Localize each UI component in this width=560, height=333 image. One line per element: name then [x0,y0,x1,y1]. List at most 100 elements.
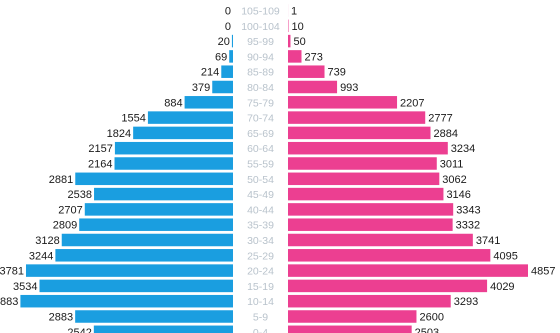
age-group-label: 70-74 [247,113,274,125]
age-group-label: 65-69 [247,128,274,140]
right-value-label: 3741 [476,235,500,247]
left-value-label: 2538 [68,189,92,201]
left-value-label: 379 [192,82,210,94]
left-value-label: 884 [164,97,182,109]
age-group-label: 45-49 [247,189,274,201]
left-bar-20-24 [25,264,233,277]
left-value-label: 1554 [121,113,145,125]
age-group-label: 50-54 [247,174,274,186]
age-group-label: 10-14 [247,296,274,308]
right-value-label: 2777 [428,113,452,125]
age-group-label: 35-39 [247,220,274,232]
left-value-label: 3883 [0,296,18,308]
left-bar-5-9 [75,310,233,323]
age-group-label: 85-89 [247,67,274,79]
left-value-label: 2707 [58,204,82,216]
left-bar-80-84 [212,80,233,94]
age-group-label: 105-109 [241,6,280,18]
age-group-label: 30-34 [247,235,274,247]
right-value-label: 3062 [442,174,466,186]
age-group-label: 75-79 [247,97,274,109]
right-bar-65-69 [288,126,431,140]
right-value-label: 2207 [400,97,424,109]
right-bar-70-74 [288,111,426,124]
left-value-label: 2809 [53,220,77,232]
left-bar-30-34 [61,233,233,247]
left-bar-0-4 [93,325,233,333]
right-bar-75-79 [288,96,398,109]
right-bar-90-94 [288,50,302,63]
left-value-label: 2542 [67,327,91,333]
left-bar-85-89 [221,65,233,78]
right-value-label: 993 [340,82,358,94]
right-value-labels: 1 10 50 273 739 993 2207 2777 2884 3234 3011 3062 31… [291,6,555,333]
left-bar-45-49 [94,187,233,201]
right-value-label: 3343 [456,204,480,216]
right-bar-85-89 [288,65,325,78]
right-bar-50-54 [288,172,440,186]
right-bar-95-99 [288,34,291,48]
left-bar-35-39 [79,218,234,231]
left-value-label: 3244 [29,250,53,262]
left-value-label: 3128 [35,235,59,247]
right-bar-45-49 [288,187,444,201]
left-value-label: 0 [225,21,231,33]
left-bar-25-29 [55,249,233,262]
left-bar-60-64 [114,141,233,155]
left-value-label: 2164 [88,159,112,171]
age-group-label: 0-4 [253,327,268,333]
right-value-label: 1 [291,6,297,18]
left-value-label: 2881 [49,174,73,186]
right-value-label: 273 [304,51,322,63]
left-value-labels: 0 0 20 69 214 379 884 1554 1824 2157 2164 2881 2538 2… [0,6,231,333]
age-group-label: 40-44 [247,204,274,216]
right-value-label: 2600 [419,312,443,324]
right-bar-0-4 [288,325,412,333]
left-value-label: 2883 [49,312,73,324]
right-bar-80-84 [288,80,338,94]
left-value-label: 20 [218,36,230,48]
left-bar-40-44 [84,203,233,216]
right-value-label: 3293 [454,296,478,308]
left-bar-10-14 [20,294,233,308]
age-group-label: 20-24 [247,266,274,278]
left-bar-50-54 [75,172,234,186]
right-bar-5-9 [288,310,417,323]
age-group-label: 25-29 [247,250,274,262]
age-group-label: 5-9 [253,312,268,324]
right-value-label: 4857 [531,266,555,278]
right-bar-60-64 [288,141,448,155]
left-series-bars [20,34,234,333]
left-value-label: 214 [201,67,219,79]
age-group-label: 90-94 [247,51,274,63]
right-bar-25-29 [288,249,491,262]
left-value-label: 1824 [107,128,131,140]
right-value-label: 739 [328,67,346,79]
left-bar-95-99 [231,34,233,48]
age-group-label: 55-59 [247,159,274,171]
right-bar-35-39 [288,218,453,231]
right-value-label: 2884 [434,128,458,140]
right-value-label: 3234 [451,143,475,155]
left-value-label: 3534 [13,281,37,293]
right-value-label: 2503 [415,327,439,333]
right-bar-20-24 [288,264,528,277]
right-value-label: 4029 [490,281,514,293]
right-bar-10-14 [288,294,451,308]
left-bar-75-79 [184,96,233,109]
left-bar-55-59 [114,157,233,170]
left-bar-90-94 [229,50,233,63]
right-bar-15-19 [288,279,488,293]
right-bar-40-44 [288,203,454,216]
left-bar-70-74 [147,111,233,124]
right-value-label: 50 [293,36,305,48]
left-value-label: 3781 [0,266,24,278]
left-bar-65-69 [133,126,233,140]
right-value-label: 3332 [456,220,480,232]
age-group-labels: 105-109 100-104 95-99 90-94 85-89 80-84 75-79 7… [241,6,280,333]
age-group-label: 80-84 [247,82,274,94]
right-value-label: 10 [291,21,303,33]
age-group-label: 60-64 [247,143,274,155]
right-value-label: 4095 [493,250,517,262]
